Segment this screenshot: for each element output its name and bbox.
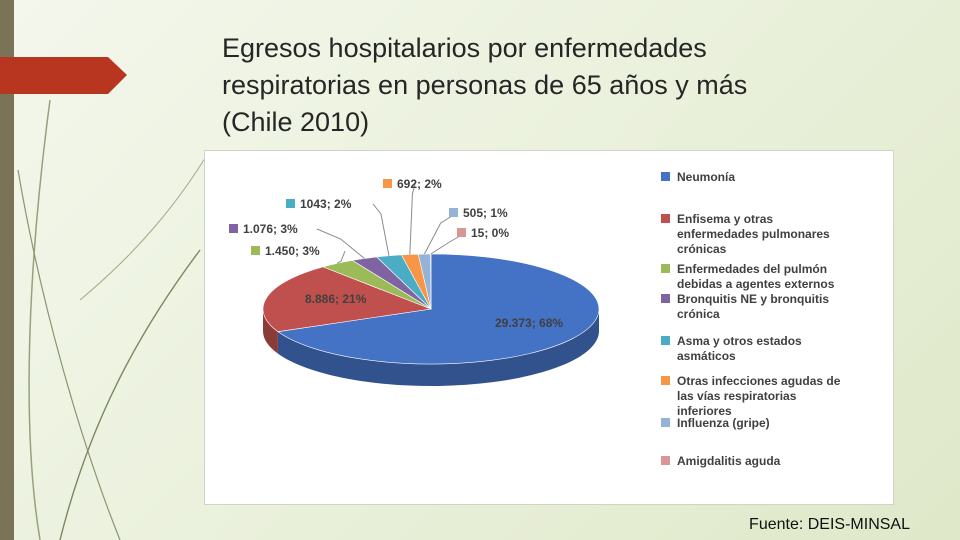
legend-swatch-5 <box>661 376 670 385</box>
title-line-3: (Chile 2010) <box>222 107 370 137</box>
legend-label-5-0: Otras infecciones agudas de <box>677 374 841 388</box>
label-swatch-6 <box>449 208 458 217</box>
pie-slice-1 <box>262 266 433 332</box>
pie-chart: 29.373; 68%8.886; 21%1.450; 3%1.076; 3%1… <box>229 170 841 468</box>
legend-label-1-0: Enfisema y otras <box>677 212 773 226</box>
label-swatch-5 <box>383 179 392 188</box>
legend-swatch-6 <box>661 418 670 427</box>
label-swatch-4 <box>286 199 295 208</box>
leader-line-5 <box>409 183 416 255</box>
pie-slice-0 <box>277 253 600 365</box>
leader-line-2 <box>336 250 346 264</box>
legend-label-2-0: Enfermedades del pulmón <box>677 262 827 276</box>
pie-side-1 <box>263 309 278 354</box>
data-label-4: 1043; 2% <box>300 197 352 211</box>
legend-label-6-0: Influenza (gripe) <box>677 416 770 430</box>
left-accent-bar <box>0 0 14 540</box>
label-swatch-2 <box>251 246 260 255</box>
pie-top <box>262 253 600 365</box>
legend-swatch-7 <box>661 456 670 465</box>
legend-swatch-1 <box>661 214 670 223</box>
title-line-2: respiratorias en personas de 65 años y m… <box>222 70 748 100</box>
pie-side-0 <box>277 309 600 386</box>
label-swatch-7 <box>457 228 466 237</box>
legend-swatch-0 <box>661 172 670 181</box>
legend-swatch-2 <box>661 264 670 273</box>
leader-line-4 <box>372 203 390 256</box>
decor-curve-2 <box>17 169 121 540</box>
data-label-5: 692; 2% <box>397 177 442 191</box>
legend-label-4-1: asmáticos <box>677 349 736 363</box>
pie-chart-panel: 29.373; 68% 8.886; 21% 1.450; 3% 1.076; 3% 1… <box>204 150 894 505</box>
legend-label-5-1: las vías respiratorias <box>677 389 797 403</box>
data-label-6: 505; 1% <box>463 206 508 220</box>
decorative-lines <box>0 57 211 540</box>
data-label-3: 1.076; 3% <box>243 222 298 236</box>
legend-label-0-0: Neumonía <box>677 170 735 184</box>
label-swatch-3 <box>229 224 238 233</box>
red-arrow-shape <box>0 57 127 94</box>
data-label-0: 29.373; 68% <box>495 316 563 330</box>
data-labels: 29.373; 68%8.886; 21%1.450; 3%1.076; 3%1… <box>229 177 563 330</box>
source-note: Fuente: DEIS-MINSAL <box>749 516 910 533</box>
title-line-1: Egresos hospitalarios por enfermedades <box>222 33 707 63</box>
slide-title: Egresos hospitalarios por enfermedades r… <box>222 30 922 141</box>
legend-label-4-0: Asma y otros estados <box>677 334 802 348</box>
legend-label-1-2: crónicas <box>677 242 727 256</box>
pie-sides <box>263 309 600 386</box>
data-label-2: 1.450; 3% <box>265 244 320 258</box>
legend-label-7-0: Amigdalitis aguda <box>677 454 781 468</box>
legend-label-5-2: inferiores <box>677 404 732 418</box>
legend-label-3-1: crónica <box>677 307 720 321</box>
data-label-1: 8.886; 21% <box>305 292 367 306</box>
data-label-7: 15; 0% <box>471 226 509 240</box>
decor-curve-4 <box>59 249 201 540</box>
legend-swatch-4 <box>661 336 670 345</box>
legend-swatch-3 <box>661 294 670 303</box>
decor-curve-3 <box>79 149 211 301</box>
leader-line-3 <box>316 228 365 259</box>
legend-label-2-1: debidas a agentes externos <box>677 277 835 291</box>
legend-label-1-1: enfermedades pulmonares <box>677 227 830 241</box>
legend-label-3-0: Bronquitis NE y bronquitis <box>677 292 829 306</box>
decor-curve-1 <box>28 99 51 540</box>
